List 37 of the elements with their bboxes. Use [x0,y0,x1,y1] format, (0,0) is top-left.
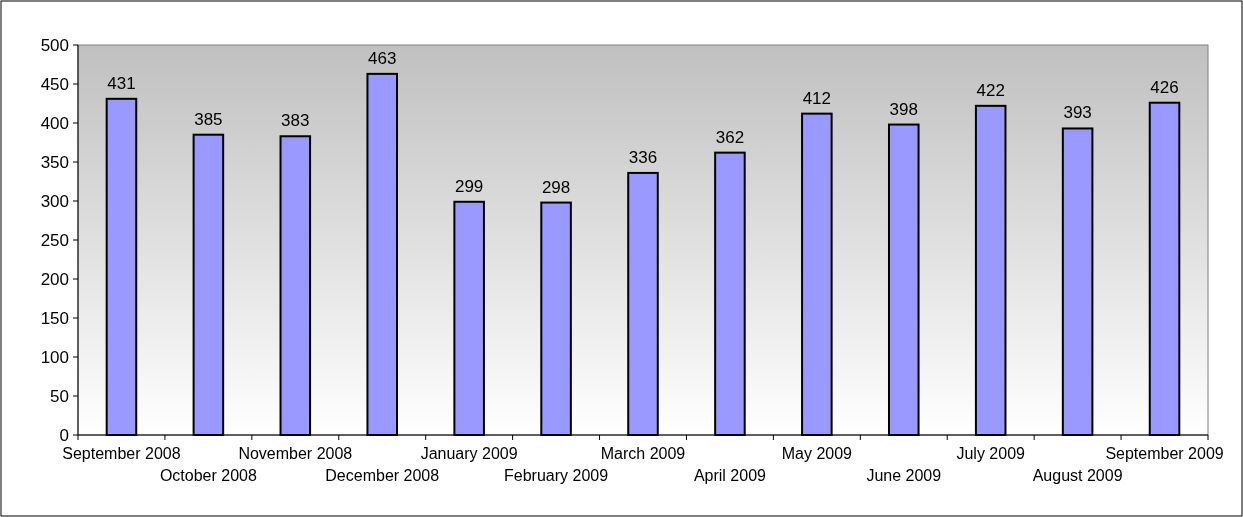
x-tick-label: October 2008 [159,467,257,484]
y-tick-label: 150 [40,308,69,328]
y-tick-label: 450 [40,74,69,94]
data-label: 393 [1063,103,1092,123]
x-tick-label: April 2009 [693,467,767,484]
data-label: 431 [107,73,136,93]
data-label: 463 [368,48,397,68]
y-tick-label: 200 [40,269,69,289]
data-label: 412 [802,88,832,108]
x-tick-label: February 2009 [504,467,609,484]
data-label: 398 [889,99,918,119]
x-tick-label: December 2008 [325,467,440,484]
y-tick-label: 350 [40,152,69,172]
y-tick-label: 300 [40,191,69,211]
data-label: 422 [976,80,1005,100]
x-tick-label: September 2009 [1105,445,1224,462]
y-tick-label: 100 [40,347,69,367]
x-tick-label: May 2009 [781,445,853,462]
data-label: 298 [541,177,571,197]
x-tick-label: September 2008 [62,445,181,462]
data-label: 336 [628,147,658,167]
x-tick-label: August 2009 [1032,467,1123,484]
y-tick-label: 500 [40,35,69,55]
x-tick-label: June 2009 [866,467,942,484]
y-tick-label: 400 [40,113,69,133]
y-tick-label: 250 [40,230,69,250]
y-tick-label: 0 [59,425,69,445]
x-tick-label: November 2008 [238,445,353,462]
y-tick-label: 50 [50,386,69,406]
data-label: 383 [281,111,310,131]
x-tick-label: January 2009 [420,445,518,462]
data-label: 426 [1150,77,1179,97]
x-tick-label: July 2009 [956,445,1026,462]
data-label: 362 [715,127,745,147]
data-label: 299 [454,176,484,196]
x-tick-label: March 2009 [600,445,686,462]
data-label: 385 [194,109,223,129]
